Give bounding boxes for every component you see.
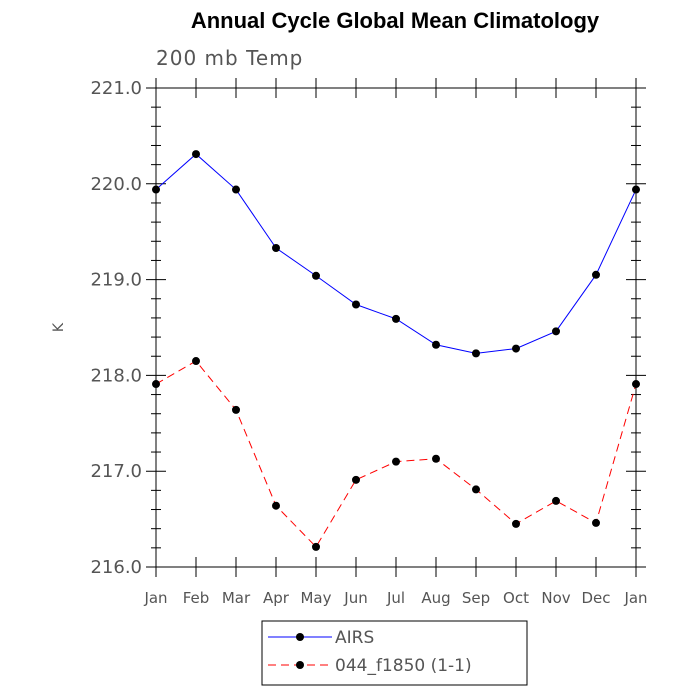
data-point: [592, 270, 600, 279]
axes: 216.0 217.0 218.0 219.0 220.0 221.0 Jan Feb Mar A…: [51, 78, 648, 607]
legend-box: [261, 620, 528, 686]
legend-marker: [296, 633, 304, 641]
data-point: [232, 185, 240, 194]
series-layer: [152, 150, 640, 551]
data-point: [352, 475, 360, 484]
data-point: [352, 300, 360, 309]
series-line: [155, 360, 637, 548]
data-point: [632, 380, 640, 389]
data-point: [272, 243, 280, 252]
data-point: [312, 542, 320, 551]
chart-subtitle: 200 mb Temp: [156, 46, 304, 70]
x-tick-label: Jan: [143, 589, 167, 607]
legend-entry: 044_f1850 (1-1): [335, 656, 472, 676]
chart-title: Annual Cycle Global Mean Climatology: [190, 8, 600, 33]
data-point: [592, 518, 600, 527]
data-point: [312, 271, 320, 280]
data-point: [152, 185, 160, 194]
data-point: [152, 380, 160, 389]
data-point: [472, 349, 480, 358]
x-tick-label: Jan: [623, 589, 647, 607]
x-tick-label: Dec: [581, 589, 610, 607]
data-point: [552, 496, 560, 505]
x-tick-label: Jun: [343, 589, 367, 607]
data-point: [192, 150, 200, 159]
y-tick-label: 221.0: [90, 78, 142, 99]
data-point: [192, 357, 200, 366]
y-tick-label: 220.0: [90, 174, 142, 195]
data-point: [632, 185, 640, 194]
x-tick-label: Apr: [263, 589, 290, 607]
data-point: [392, 457, 400, 466]
y-tick-label: 216.0: [90, 557, 142, 578]
x-tick-label: Sep: [462, 589, 490, 607]
x-tick-label: Feb: [183, 589, 210, 607]
data-point: [392, 314, 400, 323]
legend-marker: [296, 661, 304, 669]
x-tick-label: May: [300, 589, 331, 607]
data-point: [432, 340, 440, 349]
x-tick-label: Aug: [421, 589, 450, 607]
x-tick-label: Oct: [503, 589, 529, 607]
y-tick-label: 217.0: [90, 461, 142, 482]
y-tick-label: 219.0: [90, 270, 142, 291]
data-point: [232, 405, 240, 414]
y-tick-label: 218.0: [90, 365, 142, 386]
x-tick-label: Nov: [541, 589, 570, 607]
x-tick-label: Jul: [386, 589, 405, 607]
series-2: [152, 357, 640, 551]
data-point: [272, 501, 280, 510]
legend: AIRS 044_f1850 (1-1): [261, 620, 528, 686]
data-point: [472, 485, 480, 494]
data-point: [512, 519, 520, 528]
x-tick-label: Mar: [222, 589, 251, 607]
data-point: [552, 327, 560, 336]
data-point: [432, 454, 440, 463]
plot-frame: [155, 87, 637, 568]
data-point: [512, 344, 520, 353]
series-1: [152, 150, 640, 358]
series-line: [155, 153, 637, 354]
y-axis-label: K: [51, 322, 67, 332]
legend-entry: AIRS: [335, 628, 374, 648]
